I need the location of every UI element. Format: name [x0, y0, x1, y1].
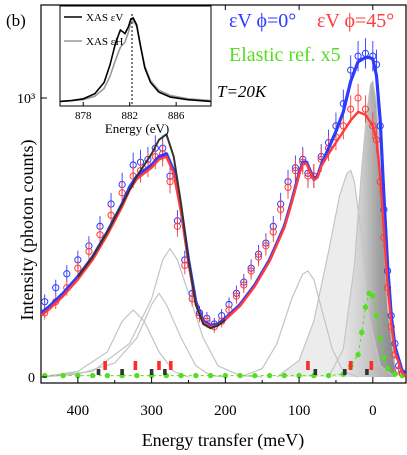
y-tick-label: 0: [28, 371, 35, 386]
data-point: [354, 94, 362, 102]
inset-legend-xas-v: XAS εV: [86, 12, 123, 24]
inset-axes: 878 882 886: [75, 102, 185, 122]
data-point: [269, 228, 277, 236]
red-marker: [306, 361, 310, 370]
elastic-dashed-line: [44, 292, 403, 377]
inset-x-tick-label: 878: [75, 110, 92, 122]
data-point: [85, 247, 93, 256]
inset-plot-area: [59, 14, 212, 106]
fit-curve-2: [41, 110, 406, 377]
inset-legend-xas-h: XAS εH: [86, 36, 123, 48]
data-point: [41, 298, 49, 306]
x-tick-label: 100: [288, 403, 311, 419]
fit-curve-3: [77, 133, 226, 330]
data-point: [354, 52, 362, 60]
inelastic-shade: [277, 170, 395, 377]
dark-marker: [96, 369, 101, 375]
panel-label: (b): [6, 11, 26, 30]
red-marker: [157, 361, 161, 370]
inset-series-1: [59, 19, 212, 103]
dark-marker: [342, 369, 347, 375]
dark-marker: [120, 369, 124, 375]
data-point: [240, 281, 248, 289]
main-plot-area: [41, 38, 406, 379]
data-point: [284, 183, 292, 191]
component-curve-3: [41, 247, 263, 378]
temperature-label: T=20K: [217, 82, 268, 101]
component-curve-4: [239, 270, 359, 378]
x-tick-label: 400: [67, 403, 90, 419]
red-marker: [103, 361, 107, 370]
inset-x-axis-label: Energy (eV): [105, 121, 169, 136]
x-tick-label: 0: [369, 403, 377, 419]
dark-marker: [163, 369, 167, 375]
data-point: [166, 178, 174, 186]
legend-entry-phi45: εV ϕ=45°: [317, 10, 394, 32]
red-marker: [168, 361, 173, 370]
data-point: [118, 189, 126, 197]
data-point: [254, 253, 263, 261]
legend-entry-phi0: εV ϕ=0°: [229, 10, 296, 32]
y-axis-label: Intensity (photon counts): [17, 140, 38, 321]
data-point: [247, 267, 255, 275]
component-curve-2: [41, 292, 226, 378]
data-point: [347, 105, 355, 113]
inset-series-2: [59, 16, 212, 103]
dark-marker: [313, 369, 318, 375]
dark-marker: [149, 369, 154, 375]
data-point: [232, 292, 241, 300]
y-tick-label: 10³: [17, 92, 35, 107]
data-point: [262, 242, 270, 250]
red-marker: [133, 361, 138, 370]
red-marker: [369, 361, 374, 370]
component-curve-1: [41, 309, 189, 378]
red-marker: [348, 361, 353, 370]
main-axes: 400 300 200 100 0 0 10³: [17, 5, 377, 419]
data-point: [173, 222, 182, 230]
legend-entry-elastic: Elastic ref. x5: [229, 44, 341, 66]
data-point: [52, 284, 60, 292]
dark-marker: [365, 369, 369, 375]
data-point: [361, 105, 370, 113]
x-tick-label: 200: [214, 403, 237, 419]
data-point: [277, 206, 285, 214]
series-3: [41, 290, 406, 379]
component-curve-5: [276, 169, 396, 378]
inset-x-tick-label: 886: [168, 110, 185, 122]
data-point: [74, 264, 82, 272]
data-point: [63, 270, 71, 278]
main-plot-frame: [40, 4, 407, 384]
x-tick-label: 300: [140, 403, 163, 419]
inset-x-tick-label: 882: [121, 110, 138, 122]
x-axis-label: Energy transfer (meV): [142, 430, 305, 451]
data-point: [107, 211, 115, 219]
data-point: [96, 231, 104, 239]
